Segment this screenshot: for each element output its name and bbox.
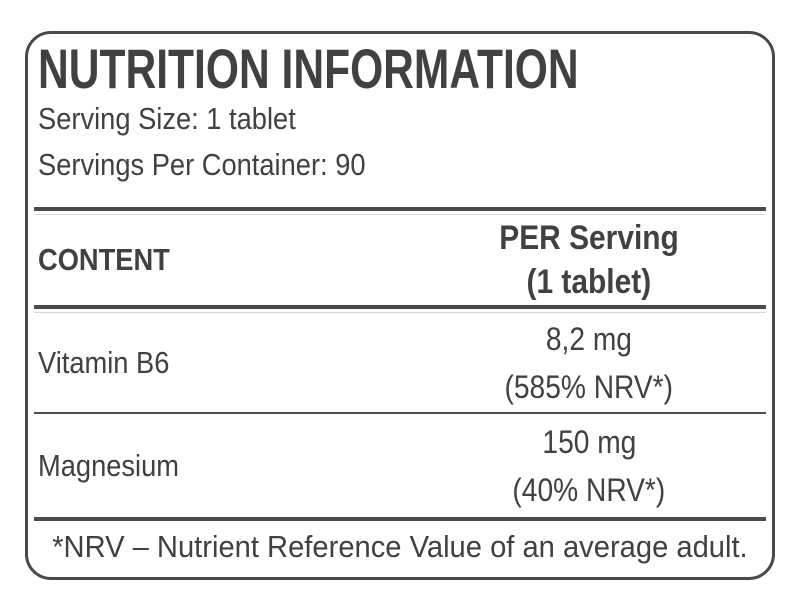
label-title-text: NUTRITION INFORMATION <box>38 37 579 100</box>
nrv-footnote: *NRV – Nutrient Reference Value of an av… <box>52 529 748 564</box>
header-top-rule <box>34 207 766 211</box>
nutrient-amount: 150 mg <box>542 423 636 460</box>
table-row-magnesium: Magnesium 150 mg (40% NRV*) <box>28 414 772 517</box>
nutrient-values: 8,2 mg (585% NRV*) <box>424 315 754 411</box>
per-serving-column-header: PER Serving (1 tablet) <box>424 216 754 304</box>
label-intro-section: NUTRITION INFORMATION Serving Size: 1 ta… <box>28 34 772 207</box>
servings-per-container-line: Servings Per Container: 90 <box>38 147 366 182</box>
serving-size-line: Serving Size: 1 tablet <box>38 101 296 136</box>
nutrient-name: Vitamin B6 <box>38 344 170 380</box>
per-serving-header-line2: (1 tablet) <box>526 263 652 301</box>
row-divider-rule <box>34 412 766 414</box>
nutrient-nrv: (585% NRV*) <box>504 368 674 405</box>
nutrient-nrv: (40% NRV*) <box>512 471 666 508</box>
label-title: NUTRITION INFORMATION <box>38 37 762 100</box>
table-header-row: CONTENT PER Serving (1 tablet) <box>28 215 772 305</box>
per-serving-header-line1: PER Serving <box>499 219 679 257</box>
nutrition-label-panel: NUTRITION INFORMATION Serving Size: 1 ta… <box>25 31 775 580</box>
table-row-vitamin-b6: Vitamin B6 8,2 mg (585% NRV*) <box>28 313 772 412</box>
nutrient-amount: 8,2 mg <box>545 320 633 357</box>
nutrient-name: Magnesium <box>38 447 180 483</box>
header-bottom-rule-shadow <box>34 312 766 313</box>
footer-top-rule <box>34 517 766 521</box>
content-column-header: CONTENT <box>38 242 170 277</box>
header-bottom-rule <box>34 305 766 309</box>
nutrient-values: 150 mg (40% NRV*) <box>424 418 754 514</box>
footnote-section: *NRV – Nutrient Reference Value of an av… <box>28 521 772 577</box>
header-top-rule-shadow <box>34 214 766 215</box>
